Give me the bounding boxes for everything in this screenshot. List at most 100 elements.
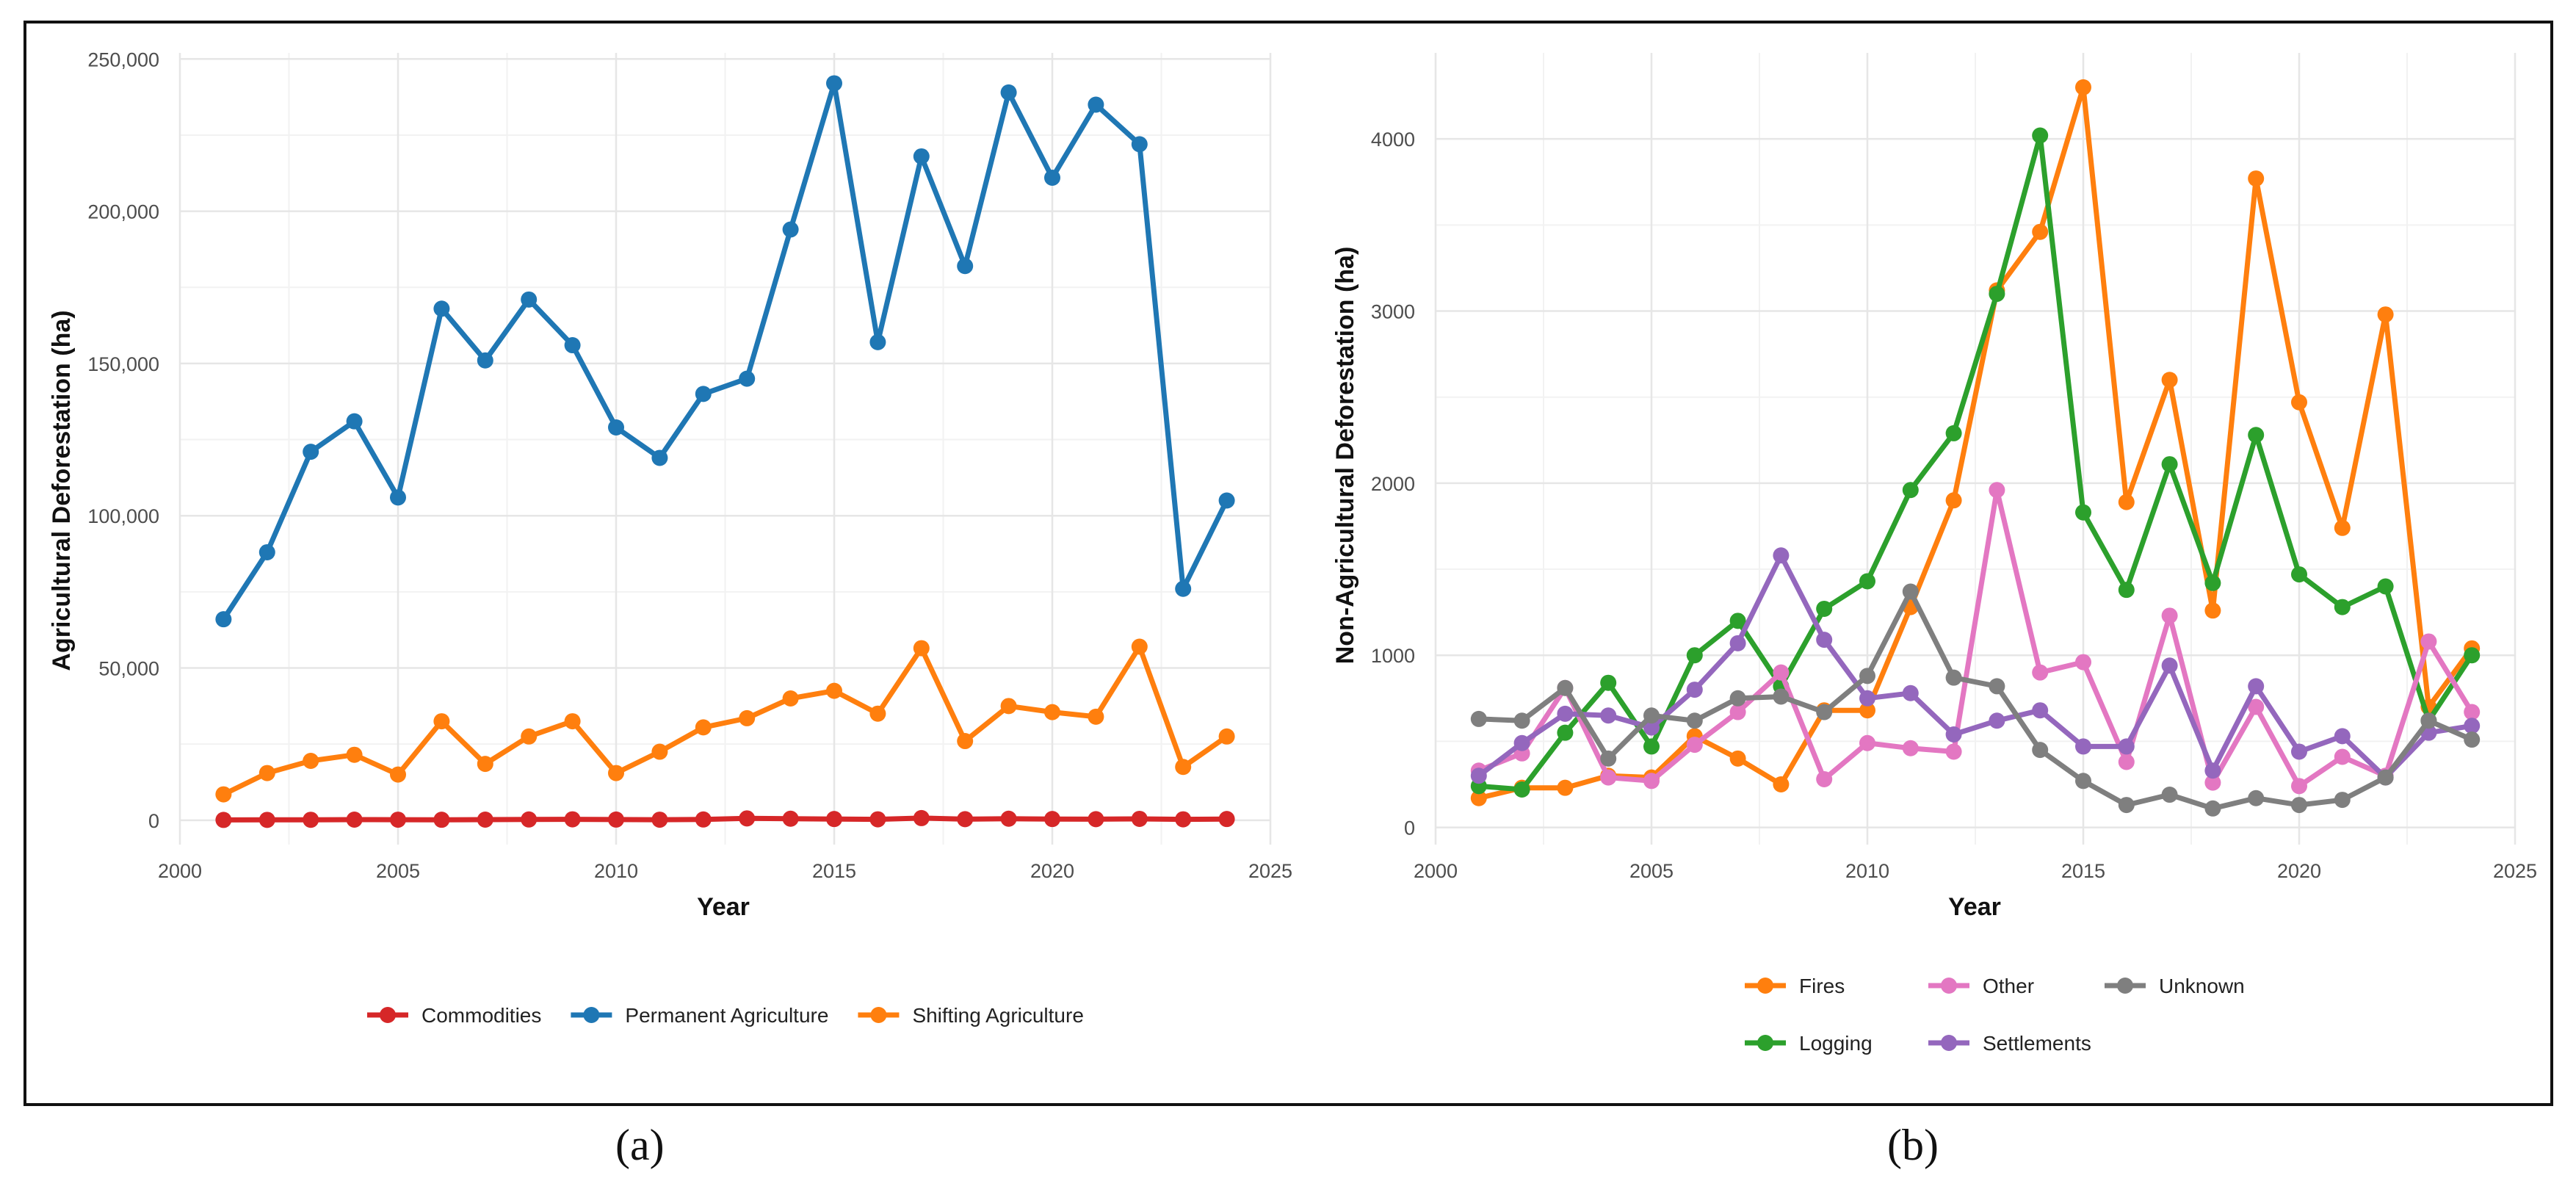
chart-a-series-line-commodities — [220, 815, 1230, 823]
chart-a-point-permanent-agriculture — [1044, 169, 1060, 186]
legend-item-unknown: Unknown — [2105, 975, 2245, 997]
chart-a-point-shifting-agriculture — [651, 743, 668, 760]
chart-b-series-line-logging — [1476, 133, 2475, 792]
chart-b-point-logging — [2291, 566, 2307, 583]
legend-label: Permanent Agriculture — [625, 1004, 828, 1027]
chart-b-point-unknown — [1902, 583, 1919, 600]
panel-label-a: (a) — [615, 1121, 665, 1169]
chart-a-point-commodities — [608, 811, 624, 828]
chart-b-point-fires — [2032, 223, 2049, 240]
chart-b-ylabel: Non-Agricultural Deforestation (ha) — [1331, 247, 1359, 665]
chart-a-xlabel: Year — [697, 893, 750, 921]
chart-b-point-unknown — [2118, 797, 2135, 814]
chart-b-point-settlements — [1557, 705, 1574, 722]
chart-a-point-commodities — [1000, 810, 1017, 827]
chart-b-xtick-label: 2000 — [1414, 860, 1458, 882]
chart-a-point-shifting-agriculture — [1131, 638, 1148, 655]
legend-key-point — [2117, 978, 2133, 994]
chart-b-point-other — [2204, 774, 2221, 791]
chart-b-point-settlements — [1600, 707, 1617, 724]
legend-item-other: Other — [1928, 975, 2034, 997]
chart-b-xlabel: Year — [1948, 893, 2001, 921]
chart-b-point-logging — [1945, 425, 1962, 441]
legend-item-commodities: Commodities — [367, 1004, 541, 1027]
chart-b-point-unknown — [2248, 790, 2265, 806]
chart-b-point-logging — [2032, 127, 2049, 144]
chart-a-point-shifting-agriculture — [346, 746, 363, 763]
chart-b-point-logging — [2204, 574, 2221, 591]
chart-b-point-fires — [2377, 306, 2394, 323]
chart-a-point-commodities — [1218, 811, 1235, 828]
chart-a-point-permanent-agriculture — [258, 543, 275, 560]
chart-b-point-unknown — [2032, 742, 2049, 759]
chart-a-point-commodities — [215, 812, 232, 828]
legend-label: Fires — [1799, 975, 1845, 997]
chart-b-point-settlements — [1643, 719, 1660, 736]
chart-a-point-permanent-agriculture — [695, 386, 712, 402]
chart-a-point-permanent-agriculture — [1175, 580, 1192, 597]
chart-a-point-commodities — [390, 812, 406, 828]
chart-a-point-shifting-agriculture — [826, 682, 842, 699]
legend-label: Unknown — [2159, 975, 2245, 997]
chart-a-ticks: 2000 2005 2010 2015 2020 2025 0 50,000 100,000 15… — [87, 48, 1292, 882]
legend-item-logging: Logging — [1745, 1032, 1873, 1055]
chart-a-legend: Commodities Permanent Agriculture Shifting… — [367, 1004, 1084, 1027]
chart-b: 2000 2005 2010 2015 2020 2025 0 1000 2000 3000 400… — [1331, 53, 2537, 1055]
chart-b-point-unknown — [2334, 792, 2351, 809]
chart-a-point-shifting-agriculture — [564, 713, 581, 730]
chart-b-point-other — [2248, 698, 2265, 715]
chart-a-point-permanent-agriculture — [1218, 492, 1235, 509]
chart-a-point-shifting-agriculture — [477, 756, 493, 773]
chart-b-point-other — [1773, 664, 1790, 681]
chart-a-point-commodities — [1131, 810, 1148, 827]
chart-b-point-unknown — [2161, 787, 2178, 803]
chart-b-ytick-label: 2000 — [1371, 473, 1415, 495]
chart-a-point-commodities — [477, 812, 493, 828]
chart-b-point-unknown — [1686, 712, 1703, 729]
chart-b-point-unknown — [2075, 773, 2091, 790]
chart-a-point-permanent-agriculture — [564, 337, 581, 354]
chart-b-point-unknown — [1470, 710, 1487, 727]
chart-a-xtick-label: 2000 — [158, 860, 202, 882]
chart-b-ytick-label: 1000 — [1371, 645, 1415, 667]
chart-b-point-fires — [1470, 790, 1487, 806]
chart-b-point-settlements — [2161, 657, 2178, 674]
chart-b-point-unknown — [2420, 712, 2437, 729]
chart-b-point-fires — [1729, 750, 1746, 767]
chart-b-point-other — [2464, 704, 2481, 720]
chart-a-point-commodities — [1044, 811, 1060, 828]
chart-a-point-permanent-agriculture — [1131, 136, 1148, 153]
chart-b-point-logging — [1557, 724, 1574, 741]
chart-b-point-settlements — [1729, 635, 1746, 651]
chart-b-point-unknown — [1989, 678, 2005, 695]
chart-a-point-commodities — [564, 811, 581, 828]
chart-a-point-commodities — [913, 809, 930, 826]
chart-b-point-other — [1902, 740, 1919, 756]
chart-b-point-logging — [2118, 582, 2135, 599]
legend-key-point — [1941, 1035, 1957, 1051]
chart-a-point-shifting-agriculture — [913, 640, 930, 657]
legend-label: Commodities — [422, 1004, 541, 1027]
legend-key-point — [1757, 978, 1773, 994]
chart-a-xtick-label: 2015 — [812, 860, 856, 882]
chart-b-point-other — [2161, 607, 2178, 624]
figure-frame — [23, 21, 2553, 1106]
chart-a-point-permanent-agriculture — [215, 611, 232, 628]
chart-a-point-commodities — [346, 812, 363, 828]
chart-b-point-logging — [1686, 647, 1703, 664]
chart-a-point-commodities — [695, 811, 712, 828]
legend-label: Other — [1983, 975, 2034, 997]
legend-label: Shifting Agriculture — [912, 1004, 1083, 1027]
chart-b-point-unknown — [1600, 750, 1617, 767]
chart-b-grid — [1434, 53, 2517, 845]
legend-key-point — [380, 1007, 396, 1023]
chart-b-point-unknown — [2377, 769, 2394, 786]
chart-a-point-commodities — [1088, 811, 1104, 828]
chart-a-ytick-label: 200,000 — [87, 201, 159, 223]
chart-b-point-unknown — [2464, 731, 2481, 748]
chart-b-point-other — [2334, 748, 2351, 765]
chart-b-point-settlements — [1816, 632, 1833, 649]
chart-b-point-unknown — [1557, 679, 1574, 696]
legend-label: Logging — [1799, 1032, 1873, 1055]
chart-b-point-other — [2032, 664, 2049, 681]
